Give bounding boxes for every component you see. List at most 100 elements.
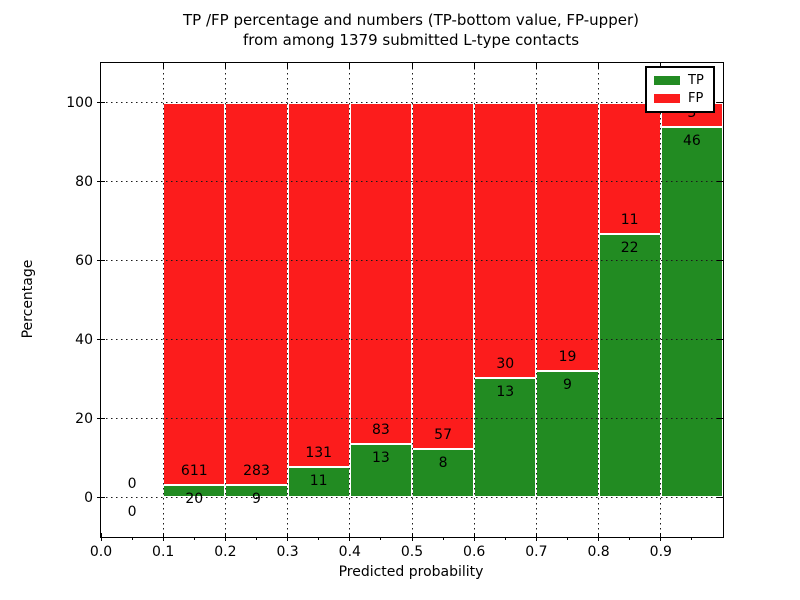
vertical-gridline bbox=[162, 63, 164, 537]
y-tick-mark bbox=[97, 260, 105, 261]
y-tick-label: 100 bbox=[66, 94, 93, 111]
x-axis-label: Predicted probability bbox=[338, 564, 484, 580]
y-right-tick-mark bbox=[717, 497, 723, 498]
x-minor-tick-mark bbox=[318, 537, 320, 540]
x-tick-mark bbox=[411, 533, 413, 541]
horizontal-gridline bbox=[101, 181, 723, 182]
fp-count-label: 0 bbox=[127, 475, 137, 492]
y-right-tick-mark bbox=[717, 339, 723, 340]
x-tick-mark bbox=[473, 533, 475, 541]
tp-count-label: 0 bbox=[127, 503, 137, 520]
x-top-tick-mark bbox=[162, 63, 164, 69]
fp-count-label: 283 bbox=[243, 463, 270, 480]
y-tick-label: 0 bbox=[84, 489, 93, 506]
x-minor-tick-mark bbox=[131, 537, 133, 540]
fp-count-label: 611 bbox=[180, 462, 208, 479]
tp-bar-segment bbox=[536, 370, 599, 498]
x-minor-tick-mark bbox=[629, 537, 631, 540]
chart-title-line-2: from among 1379 submitted L-type contact… bbox=[242, 31, 580, 49]
x-tick-label: 0.8 bbox=[587, 544, 610, 560]
chart-title-line-1: TP /FP percentage and numbers (TP-bottom… bbox=[183, 11, 639, 29]
tp-count-label: 11 bbox=[309, 472, 328, 489]
x-top-tick-mark bbox=[411, 63, 413, 69]
x-tick-label: 0.4 bbox=[338, 544, 361, 560]
y-right-tick-mark bbox=[717, 418, 723, 419]
x-minor-tick-mark bbox=[691, 537, 693, 540]
fp-bar-segment bbox=[349, 102, 412, 444]
x-tick-mark bbox=[224, 533, 226, 541]
y-tick-mark bbox=[97, 497, 105, 498]
x-tick-mark bbox=[100, 533, 102, 541]
vertical-gridline bbox=[287, 63, 289, 537]
y-tick-label: 80 bbox=[75, 173, 93, 190]
y-tick-mark bbox=[97, 418, 105, 419]
x-top-tick-mark bbox=[349, 63, 351, 69]
legend-entry-tp: TP bbox=[654, 74, 706, 87]
x-minor-tick-mark bbox=[256, 537, 257, 540]
fp-bar-segment bbox=[225, 102, 288, 486]
y-right-tick-mark bbox=[717, 260, 723, 261]
tp-count-label: 20 bbox=[185, 490, 204, 507]
y-right-tick-mark bbox=[717, 181, 723, 182]
tp-bar-segment bbox=[598, 234, 661, 498]
y-tick-label: 40 bbox=[75, 331, 93, 348]
fp-legend-label: FP bbox=[688, 90, 704, 106]
vertical-gridline bbox=[598, 63, 600, 537]
tp-bar-segment bbox=[349, 444, 412, 498]
legend-entry-fp: FP bbox=[654, 92, 706, 105]
x-top-tick-mark bbox=[598, 63, 600, 69]
tp-bar-segment bbox=[225, 485, 288, 498]
x-tick-label: 0.1 bbox=[152, 544, 175, 560]
x-tick-label: 0.0 bbox=[89, 544, 113, 560]
y-tick-mark bbox=[97, 339, 105, 340]
x-top-tick-mark bbox=[287, 63, 289, 69]
plot-area: 00611202839131118313578301319911223460.0… bbox=[66, 62, 724, 560]
tp-count-label: 9 bbox=[252, 491, 261, 508]
fp-bar-segment bbox=[474, 102, 537, 379]
fp-count-label: 11 bbox=[620, 212, 639, 229]
fp-bar-segment bbox=[536, 102, 599, 371]
y-axis-label: Percentage bbox=[20, 259, 36, 339]
x-minor-tick-mark bbox=[380, 537, 382, 540]
x-minor-tick-mark bbox=[567, 537, 568, 540]
y-right-tick-mark bbox=[717, 102, 723, 103]
x-tick-mark bbox=[598, 533, 600, 541]
fp-count-label: 30 bbox=[496, 356, 515, 373]
fp-bar-segment bbox=[287, 102, 350, 467]
x-tick-label: 0.9 bbox=[649, 544, 672, 560]
legend: TP FP bbox=[645, 66, 715, 113]
vertical-gridline bbox=[473, 63, 475, 537]
tp-count-label: 22 bbox=[620, 240, 639, 257]
fp-count-label: 57 bbox=[434, 426, 452, 443]
tp-legend-label: TP bbox=[688, 73, 704, 89]
horizontal-gridline bbox=[101, 418, 723, 419]
x-minor-tick-mark bbox=[504, 537, 506, 540]
vertical-gridline bbox=[660, 63, 662, 537]
tp-count-label: 13 bbox=[496, 384, 515, 401]
fp-count-label: 83 bbox=[371, 422, 390, 438]
x-tick-label: 0.6 bbox=[463, 544, 486, 560]
y-tick-mark bbox=[97, 102, 105, 103]
x-tick-mark bbox=[535, 533, 537, 541]
vertical-gridline bbox=[349, 63, 351, 537]
horizontal-gridline bbox=[101, 497, 723, 498]
tp-bar-segment bbox=[474, 378, 537, 498]
tp-count-label: 9 bbox=[563, 376, 572, 393]
vertical-gridline bbox=[224, 63, 226, 537]
x-top-tick-mark bbox=[535, 63, 537, 69]
vertical-gridline bbox=[535, 63, 537, 537]
x-tick-mark bbox=[349, 533, 351, 541]
x-tick-mark bbox=[162, 533, 164, 541]
y-tick-mark bbox=[97, 181, 105, 182]
tp-bar-segment bbox=[412, 448, 475, 498]
fp-legend-swatch bbox=[654, 93, 680, 103]
fp-bar-segment bbox=[412, 102, 475, 449]
vertical-gridline bbox=[411, 63, 413, 537]
tp-count-label: 13 bbox=[371, 450, 390, 466]
x-tick-label: 0.2 bbox=[214, 544, 237, 560]
x-tick-label: 0.5 bbox=[400, 544, 424, 560]
horizontal-gridline bbox=[101, 260, 723, 261]
x-tick-mark bbox=[287, 533, 289, 541]
fp-bar-segment bbox=[163, 102, 226, 485]
